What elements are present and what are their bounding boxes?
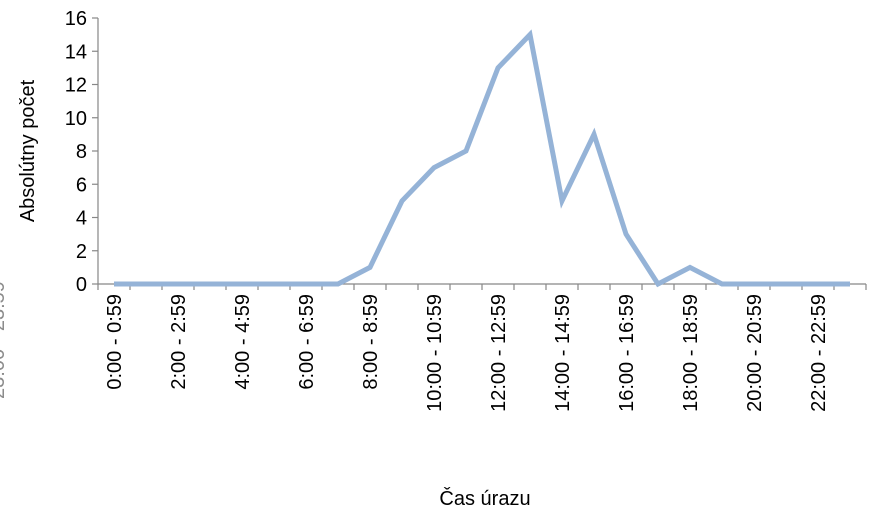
y-tick-label: 0	[76, 274, 87, 296]
y-tick-label: 8	[76, 141, 87, 163]
x-axis-ticks: 0:00 - 0:59 2:00 - 2:59 4:00 - 4:59 6:00 - …	[97, 284, 867, 412]
x-tick-label: 6:00 - 6:59	[296, 294, 318, 390]
clipped-tick-label-fragment: 23:00 - 23:59	[0, 281, 9, 399]
y-tick-label: 6	[76, 174, 87, 196]
x-tick-label: 12:00 - 12:59	[488, 294, 510, 412]
x-tick-label: 0:00 - 0:59	[104, 294, 126, 390]
y-tick-label: 14	[65, 41, 87, 63]
y-tick-label: 4	[76, 208, 87, 230]
x-tick-label: 8:00 - 8:59	[360, 294, 382, 390]
y-tick-label: 10	[65, 108, 87, 130]
x-tick-label: 20:00 - 20:59	[744, 294, 766, 412]
y-tick-label: 16	[65, 8, 87, 30]
x-tick-label: 2:00 - 2:59	[168, 294, 190, 390]
x-tick-label: 18:00 - 18:59	[680, 294, 702, 412]
x-tick-label: 22:00 - 22:59	[808, 294, 830, 412]
y-axis-title: Absolútny počet	[17, 79, 39, 222]
y-tick-label: 12	[65, 75, 87, 97]
y-axis-ticks: 0 2 4 6 8 10 12 14 16	[65, 8, 98, 296]
x-tick-label: 14:00 - 14:59	[552, 294, 574, 412]
x-tick-label: 16:00 - 16:59	[616, 294, 638, 412]
x-tick-label: 4:00 - 4:59	[232, 294, 254, 390]
x-axis-title: Čas úrazu	[439, 487, 530, 510]
y-tick-label: 2	[76, 241, 87, 263]
x-tick-label: 10:00 - 10:59	[424, 294, 446, 412]
series-line	[114, 29, 850, 288]
